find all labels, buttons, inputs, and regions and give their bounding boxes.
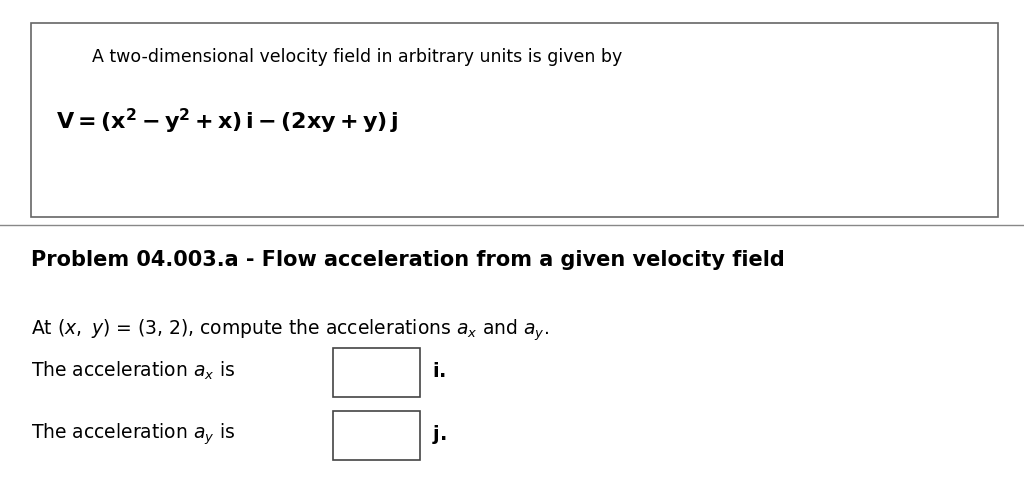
Text: $\bf{j.}$: $\bf{j.}$: [432, 422, 446, 445]
Text: Problem 04.003.a - Flow acceleration from a given velocity field: Problem 04.003.a - Flow acceleration fro…: [31, 249, 784, 269]
Text: At $(x,\ y)$ = (3, 2), compute the accelerations $a_x$ and $a_y$.: At $(x,\ y)$ = (3, 2), compute the accel…: [31, 317, 549, 343]
FancyBboxPatch shape: [333, 411, 420, 460]
FancyBboxPatch shape: [31, 24, 998, 218]
Text: A two-dimensional velocity field in arbitrary units is given by: A two-dimensional velocity field in arbi…: [92, 48, 623, 66]
FancyBboxPatch shape: [333, 348, 420, 397]
Text: The acceleration $a_y$ is: The acceleration $a_y$ is: [31, 421, 234, 446]
Text: $\bf{i.}$: $\bf{i.}$: [432, 361, 446, 380]
Text: $\mathbf{V = (x^2 - y^2 + x)\,i - (2xy + y)\,j}$: $\mathbf{V = (x^2 - y^2 + x)\,i - (2xy +…: [56, 106, 398, 136]
Text: The acceleration $a_x$ is: The acceleration $a_x$ is: [31, 359, 234, 381]
